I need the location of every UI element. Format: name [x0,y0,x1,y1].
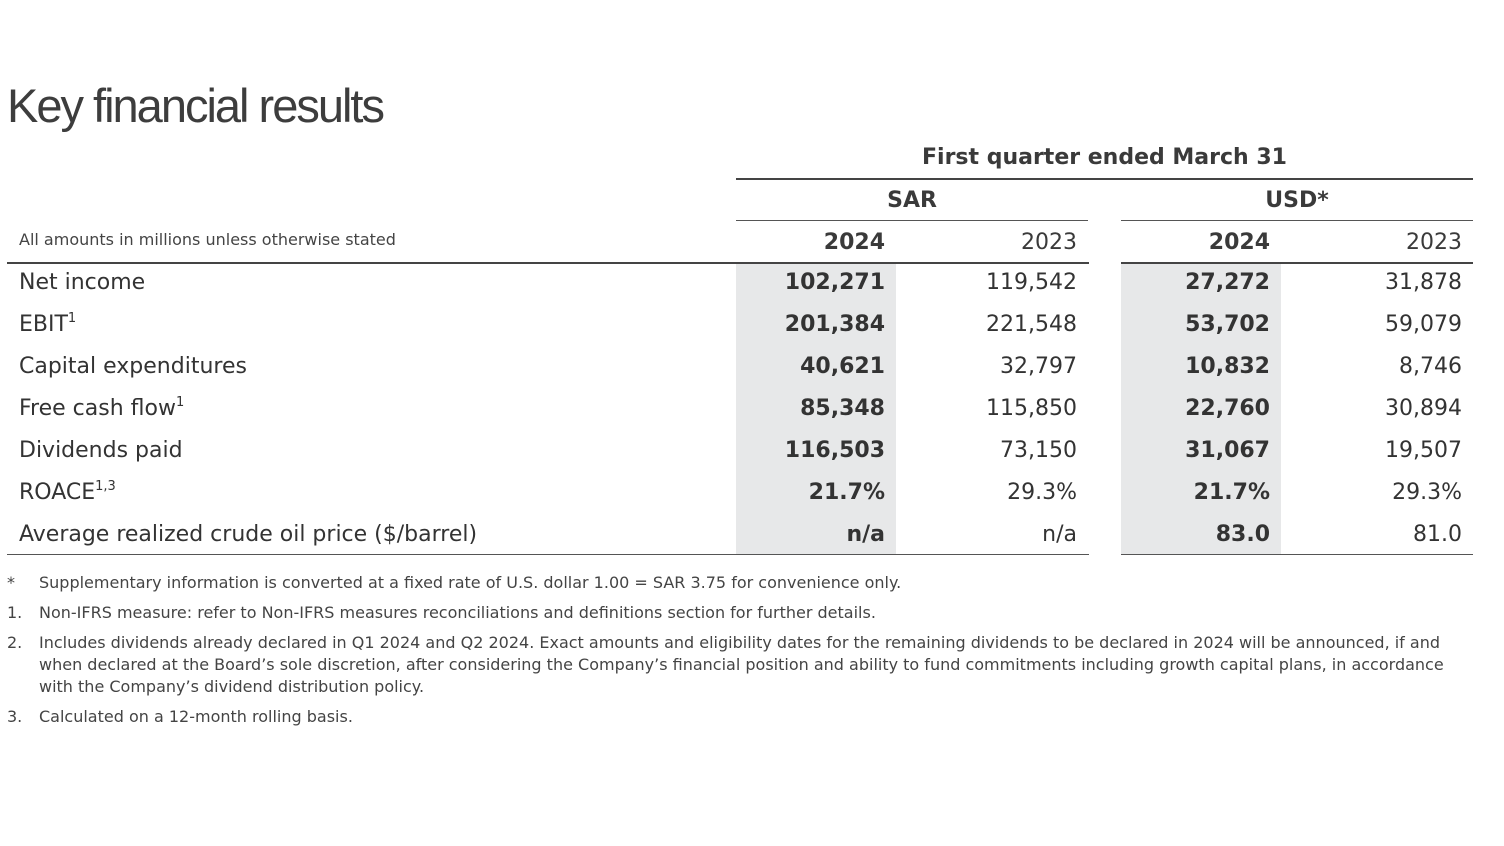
highlight-column-usd-2024 [1121,264,1281,554]
footnote-marker: * [7,573,15,592]
footnote: 1. Non-IFRS measure: refer to Non-IFRS m… [7,602,1457,624]
footnote-marker: 3. [7,707,23,726]
value-sar-2024: 21.7% [808,480,885,505]
units-note: All amounts in millions unless otherwise… [19,230,396,249]
value-sar-2023: 73,150 [1000,438,1077,463]
value-sar-2024: n/a [846,522,885,547]
table-row: Dividends paid 116,503 73,150 31,067 19,… [0,432,1504,474]
value-usd-2024: 22,760 [1185,396,1270,421]
table-row: ROACE1,3 21.7% 29.3% 21.7% 29.3% [0,474,1504,516]
value-sar-2023: 221,548 [986,312,1077,337]
value-usd-2023: 29.3% [1392,480,1462,505]
footnote-text: Non-IFRS measure: refer to Non-IFRS meas… [39,603,876,622]
footnote: 3. Calculated on a 12-month rolling basi… [7,706,1457,728]
row-label: ROACE1,3 [19,479,116,505]
value-sar-2023: 29.3% [1007,480,1077,505]
header-rule-left [7,262,1089,264]
footnote: 2. Includes dividends already declared i… [7,632,1457,698]
value-usd-2023: 81.0 [1413,522,1462,547]
year-header-sar-2023: 2023 [1021,230,1077,255]
year-header-usd-2024: 2024 [1208,230,1270,255]
value-usd-2024: 83.0 [1215,522,1270,547]
usd-rule [1121,220,1473,221]
value-sar-2023: 119,542 [986,270,1077,295]
row-label: Free cash flow1 [19,395,185,421]
value-sar-2024: 116,503 [784,438,885,463]
footnote: * Supplementary information is converted… [7,572,1457,594]
table-bottom-rule-right [1121,554,1473,555]
value-usd-2024: 21.7% [1193,480,1270,505]
value-usd-2023: 8,746 [1399,354,1462,379]
year-header-usd-2023: 2023 [1406,230,1462,255]
table-row: Free cash flow1 85,348 115,850 22,760 30… [0,390,1504,432]
currency-usd-header: USD* [1265,188,1329,213]
value-usd-2024: 31,067 [1185,438,1270,463]
footnote-marker: 1. [7,603,23,622]
footnote-text: Supplementary information is converted a… [39,573,902,592]
highlight-column-sar-2024 [736,264,896,554]
sar-rule [736,220,1088,221]
value-usd-2024: 10,832 [1185,354,1270,379]
row-label: Capital expenditures [19,354,247,379]
row-label: Dividends paid [19,438,183,463]
value-sar-2023: n/a [1042,522,1077,547]
table-row: EBIT1 201,384 221,548 53,702 59,079 [0,306,1504,348]
currency-sar-header: SAR [887,188,937,213]
page-title: Key financial results [7,79,385,132]
value-sar-2023: 32,797 [1000,354,1077,379]
value-usd-2023: 19,507 [1385,438,1462,463]
table-row: Net income 102,271 119,542 27,272 31,878 [0,264,1504,306]
value-usd-2023: 59,079 [1385,312,1462,337]
table-bottom-rule-left [7,554,1089,555]
row-label: EBIT1 [19,311,77,337]
row-label: Average realized crude oil price ($/barr… [19,522,478,547]
value-sar-2024: 40,621 [800,354,885,379]
table-row: Capital expenditures 40,621 32,797 10,83… [0,348,1504,390]
value-sar-2024: 201,384 [784,312,885,337]
footnote-marker: 2. [7,633,23,652]
value-sar-2024: 102,271 [784,270,885,295]
row-label: Net income [19,270,146,295]
value-sar-2024: 85,348 [800,396,885,421]
value-sar-2023: 115,850 [986,396,1077,421]
value-usd-2024: 27,272 [1185,270,1270,295]
value-usd-2023: 31,878 [1385,270,1462,295]
value-usd-2024: 53,702 [1185,312,1270,337]
table-row: Average realized crude oil price ($/barr… [0,516,1504,558]
period-rule [736,178,1473,180]
year-header-sar-2024: 2024 [823,230,885,255]
value-usd-2023: 30,894 [1385,396,1462,421]
footnote-text: Includes dividends already declared in Q… [39,633,1444,696]
period-header: First quarter ended March 31 [922,145,1287,170]
header-rule-right [1121,262,1473,264]
footnote-text: Calculated on a 12-month rolling basis. [39,707,353,726]
